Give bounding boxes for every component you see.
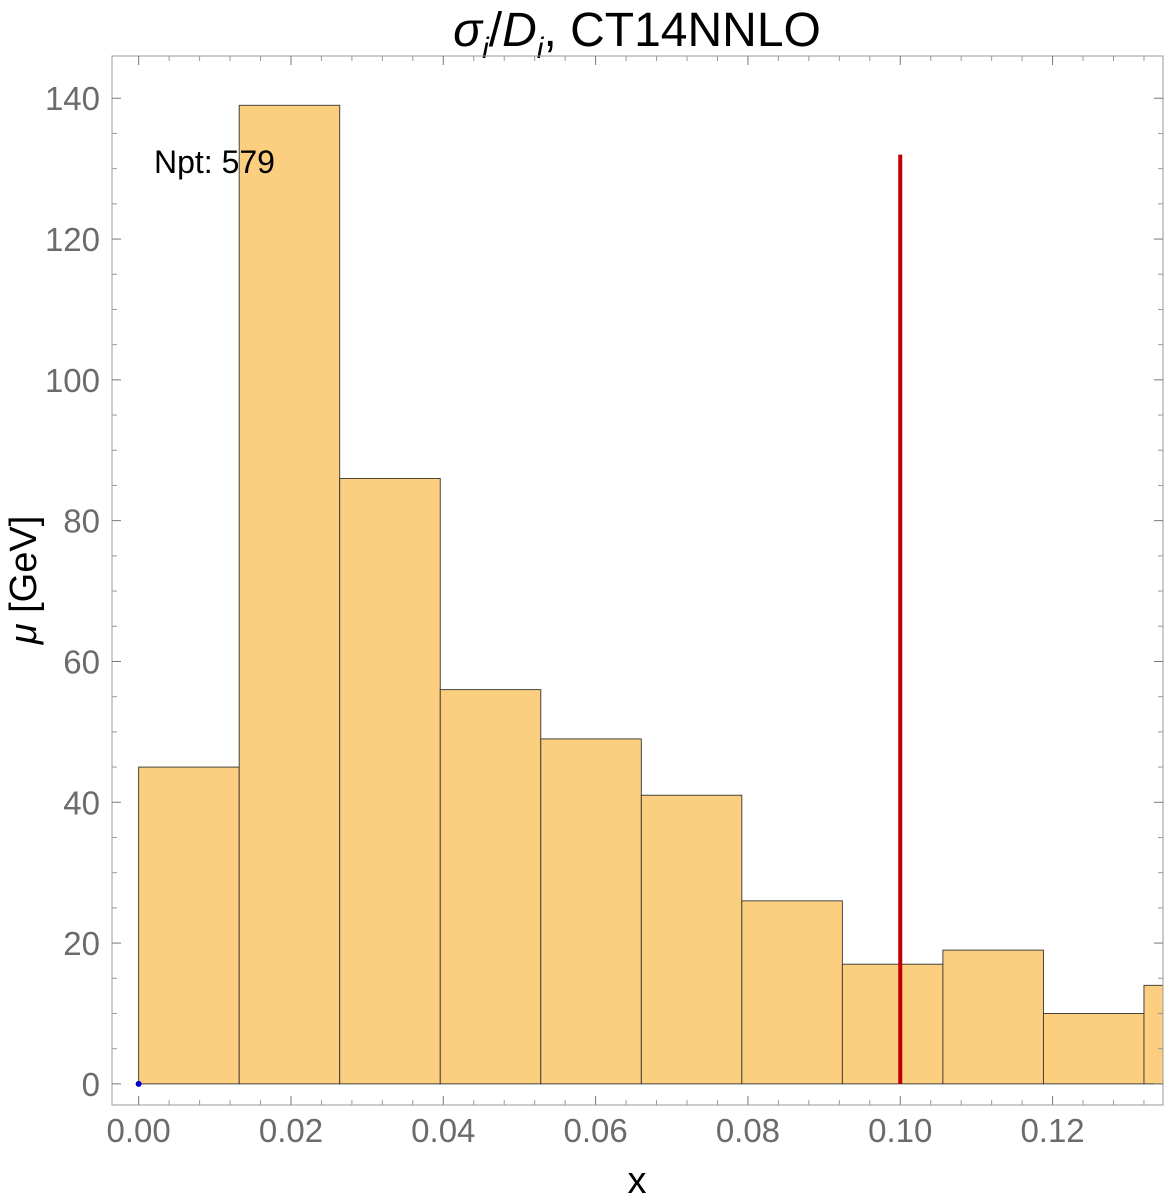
y-tick-label: 140	[45, 80, 100, 117]
y-tick-label: 40	[63, 784, 100, 821]
x-tick-label: 0.06	[563, 1112, 627, 1149]
y-tick-label: 100	[45, 362, 100, 399]
histogram-bar-9	[942, 949, 1044, 1085]
y-tick-label: 20	[63, 925, 100, 962]
histogram-bar-8	[841, 963, 944, 1085]
data-point-marker	[135, 1080, 142, 1087]
histogram-bar-7	[741, 900, 843, 1085]
histogram-bar-1	[138, 766, 240, 1085]
y-axis-title: μ [GeV]	[3, 516, 45, 646]
bars-group	[138, 104, 1163, 1085]
histogram-bar-11	[1143, 984, 1163, 1085]
x-tick-label: 0.10	[868, 1112, 932, 1149]
x-tick-label: 0.02	[259, 1112, 323, 1149]
histogram-bar-3	[339, 477, 441, 1085]
x-tick-label: 0.08	[716, 1112, 780, 1149]
chart-title: σi/Di, CT14NNLO	[453, 4, 821, 65]
x-tick-label: 0.04	[411, 1112, 475, 1149]
histogram-bar-2	[238, 104, 341, 1085]
x-tick-label: 0.00	[107, 1112, 171, 1149]
y-tick-label: 120	[45, 221, 100, 258]
histogram-bar-10	[1042, 1013, 1145, 1085]
histogram-bar-4	[439, 689, 542, 1085]
plot-frame	[111, 55, 1164, 1106]
x-tick-label: 0.12	[1020, 1112, 1084, 1149]
y-tick-label: 0	[82, 1066, 100, 1103]
ticks-group: 0.00 0.02 0.04 0.06 0.08 0.10 0.12 0 20 40 60 80 100…	[45, 56, 1163, 1149]
x-axis-title: x	[628, 1160, 647, 1200]
y-tick-label: 60	[63, 643, 100, 680]
reference-group	[135, 154, 903, 1087]
histogram-bar-5	[540, 738, 642, 1085]
npt-annotation: Npt: 579	[154, 144, 275, 180]
histogram-bar-6	[640, 794, 743, 1085]
y-tick-label: 80	[63, 503, 100, 540]
